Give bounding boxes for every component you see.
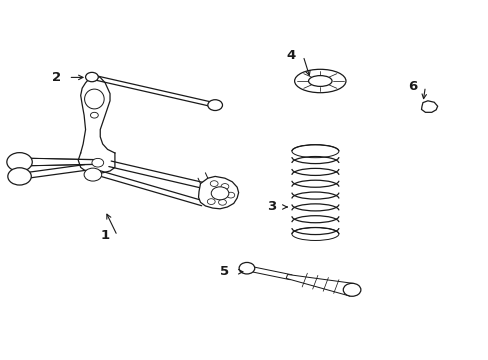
Circle shape <box>221 184 228 189</box>
Circle shape <box>85 72 98 82</box>
Ellipse shape <box>294 69 346 93</box>
Text: 2: 2 <box>52 71 61 84</box>
Circle shape <box>218 199 226 205</box>
Polygon shape <box>198 176 238 209</box>
Text: 5: 5 <box>220 265 229 278</box>
Circle shape <box>239 262 254 274</box>
Circle shape <box>8 168 31 185</box>
Text: 4: 4 <box>286 49 295 62</box>
Circle shape <box>211 187 228 200</box>
Circle shape <box>210 181 218 186</box>
Circle shape <box>207 199 215 204</box>
Text: 3: 3 <box>266 201 275 213</box>
Text: 1: 1 <box>101 229 109 242</box>
Circle shape <box>207 100 222 111</box>
Circle shape <box>84 168 102 181</box>
Circle shape <box>92 158 103 167</box>
Polygon shape <box>285 274 354 296</box>
Polygon shape <box>421 101 437 112</box>
Circle shape <box>226 192 234 198</box>
Text: 6: 6 <box>408 80 417 93</box>
Ellipse shape <box>308 76 331 86</box>
Circle shape <box>343 283 360 296</box>
Circle shape <box>90 112 98 118</box>
Circle shape <box>7 153 32 171</box>
Polygon shape <box>20 158 95 166</box>
